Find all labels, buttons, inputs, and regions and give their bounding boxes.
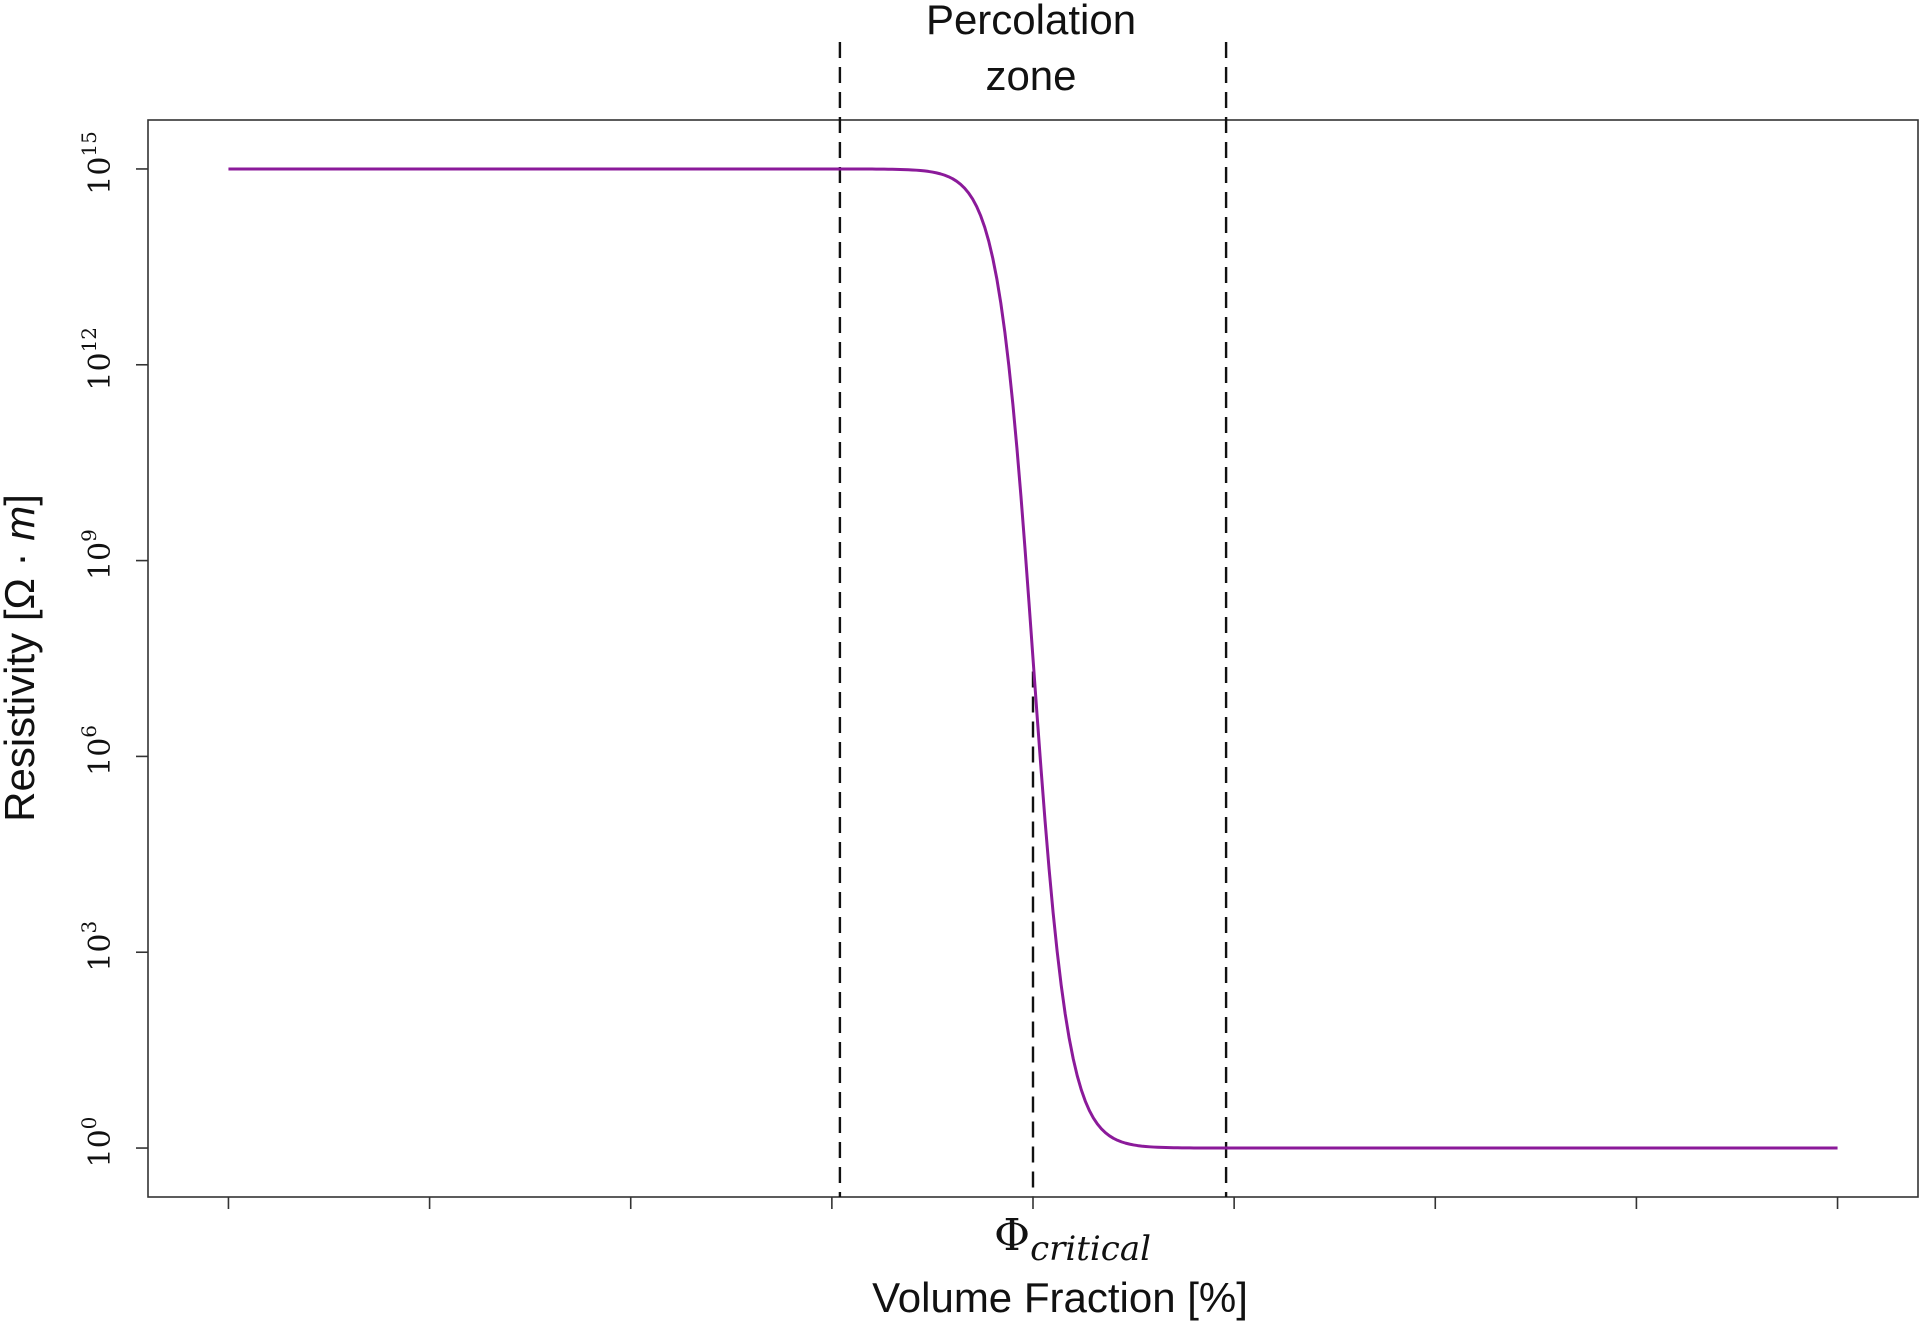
- y-tick-label-base: 10: [83, 542, 118, 580]
- phi-subscript: critical: [1030, 1229, 1151, 1269]
- y-tick-label-base: 10: [83, 157, 118, 195]
- dashed-reference-lines: [838, 42, 1228, 1197]
- y-tick-label-base: 10: [83, 352, 118, 390]
- y-axis-label-prefix: Resistivity [Ω ·: [0, 541, 43, 822]
- resistivity-curve-0: [228, 167, 1838, 1150]
- percolation-zone-label-line1: Percolation: [926, 0, 1136, 43]
- y-tick-label-exponent: 12: [77, 327, 101, 352]
- series-group: [228, 167, 1838, 1150]
- y-tick-label-6: 106: [77, 725, 118, 776]
- y-tick-label-exponent: 3: [77, 921, 101, 934]
- y-tick-label-base: 10: [83, 934, 118, 972]
- y-axis-label-var: m: [0, 506, 43, 541]
- percolation-zone-label-line2: zone: [985, 52, 1076, 99]
- phi-critical-label: Φcritical: [994, 1210, 1151, 1269]
- y-tick-label-exponent: 0: [77, 1117, 101, 1130]
- y-tick-label-exponent: 15: [77, 131, 101, 156]
- y-tick-label-9: 109: [77, 529, 118, 580]
- y-axis-label: Resistivity [Ω · m]: [0, 494, 43, 822]
- y-tick-label-base: 10: [83, 738, 118, 776]
- x-axis-label: Volume Fraction [%]: [872, 1274, 1248, 1321]
- y-tick-label-exponent: 6: [77, 725, 101, 738]
- y-tick-label-15: 1015: [77, 131, 118, 195]
- y-tick-label-exponent: 9: [77, 529, 101, 542]
- y-tick-label-3: 103: [77, 921, 118, 972]
- x-axis-ticks: [227, 1197, 1839, 1209]
- y-tick-label-0: 100: [77, 1117, 118, 1168]
- y-axis-label-suffix: ]: [0, 494, 43, 506]
- phi-symbol: Φ: [994, 1210, 1030, 1261]
- y-tick-label-base: 10: [83, 1129, 118, 1167]
- y-tick-label-12: 1012: [77, 327, 118, 391]
